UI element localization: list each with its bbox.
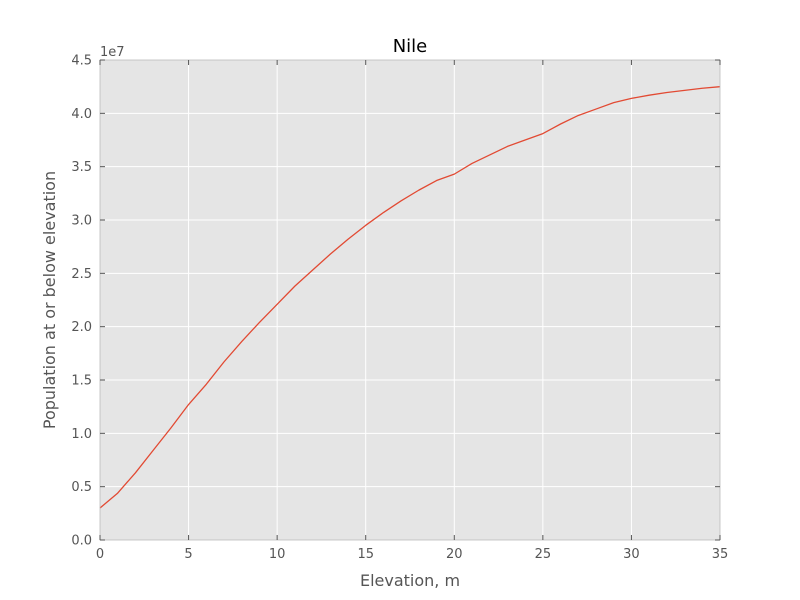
- x-tick-label: 30: [623, 547, 640, 562]
- grid: [100, 60, 720, 540]
- x-tick-label: 35: [712, 547, 729, 562]
- x-tick-label: 15: [357, 547, 374, 562]
- x-tick-label: 10: [269, 547, 286, 562]
- y-tick-label: 3.0: [71, 214, 92, 229]
- x-tick-label: 25: [535, 547, 552, 562]
- y-tick-label: 1.5: [71, 374, 92, 389]
- series-line: [99, 86, 721, 509]
- x-tick-label: 0: [96, 547, 104, 562]
- series-layer: [99, 86, 721, 509]
- plot-area: [100, 60, 720, 540]
- y-tick-label: 2.5: [71, 267, 92, 282]
- chart-title: Nile: [393, 36, 428, 57]
- y-tick-label: 3.5: [71, 160, 92, 175]
- y-tick-label: 0.0: [71, 534, 92, 549]
- ticks: 0 5 10 15 20 25 30 35 0.0 0.5 1.0 1.5 2.0 2.5 3.0 3.5 4.…: [71, 54, 728, 563]
- y-tick-label: 4.5: [71, 54, 92, 69]
- x-tick-label: 5: [184, 547, 192, 562]
- plot-frame: [99, 59, 721, 541]
- y-tick-label: 1.0: [71, 427, 92, 442]
- x-axis-label: Elevation, m: [360, 571, 460, 590]
- x-tick-label: 20: [446, 547, 463, 562]
- y-axis-label: Population at or below elevation: [40, 171, 59, 429]
- y-tick-label: 2.0: [71, 320, 92, 335]
- y-axis-offset-label: 1e7: [100, 45, 125, 60]
- y-tick-label: 0.5: [71, 480, 92, 495]
- y-tick-label: 4.0: [71, 107, 92, 122]
